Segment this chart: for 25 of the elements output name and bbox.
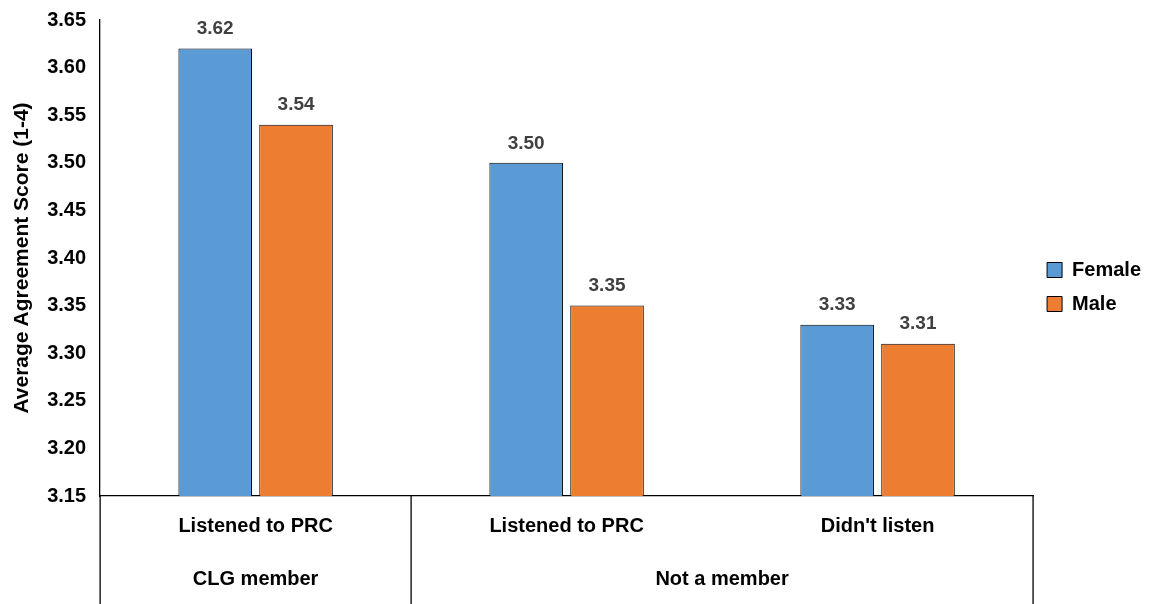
- text: Not a member: [655, 566, 789, 589]
- data-label: 3.35: [588, 274, 626, 296]
- x-tick-label: Listened to PRC: [489, 513, 644, 536]
- y-tick-label: 3.35: [47, 293, 87, 316]
- data-label: 3.33: [818, 293, 856, 315]
- x-tick-label: Listened to PRC: [178, 513, 333, 536]
- y-tick-label: 3.25: [47, 388, 87, 411]
- y-tick-label: 3.40: [47, 245, 87, 268]
- data-label: 3.31: [899, 312, 937, 334]
- x-tick-label: Didn't listen: [820, 513, 935, 536]
- y-axis-title: Average Agreement Score (1-4): [9, 102, 33, 414]
- data-label: 3.50: [507, 131, 545, 153]
- y-tick-label: 3.20: [47, 435, 87, 458]
- text: CLG member: [192, 566, 319, 589]
- data-label: 3.62: [196, 17, 234, 39]
- y-tick-label: 3.50: [47, 150, 87, 173]
- y-tick-label: 3.60: [47, 55, 87, 78]
- data-label: 3.54: [277, 93, 315, 115]
- y-tick-label: 3.45: [47, 197, 87, 220]
- legend-label: Female: [1072, 257, 1142, 280]
- y-tick-label: 3.65: [47, 7, 87, 30]
- y-tick-label: 3.55: [47, 102, 87, 125]
- legend-label: Male: [1072, 291, 1117, 314]
- y-tick-label: 3.30: [47, 340, 87, 363]
- y-tick-label: 3.15: [47, 483, 87, 506]
